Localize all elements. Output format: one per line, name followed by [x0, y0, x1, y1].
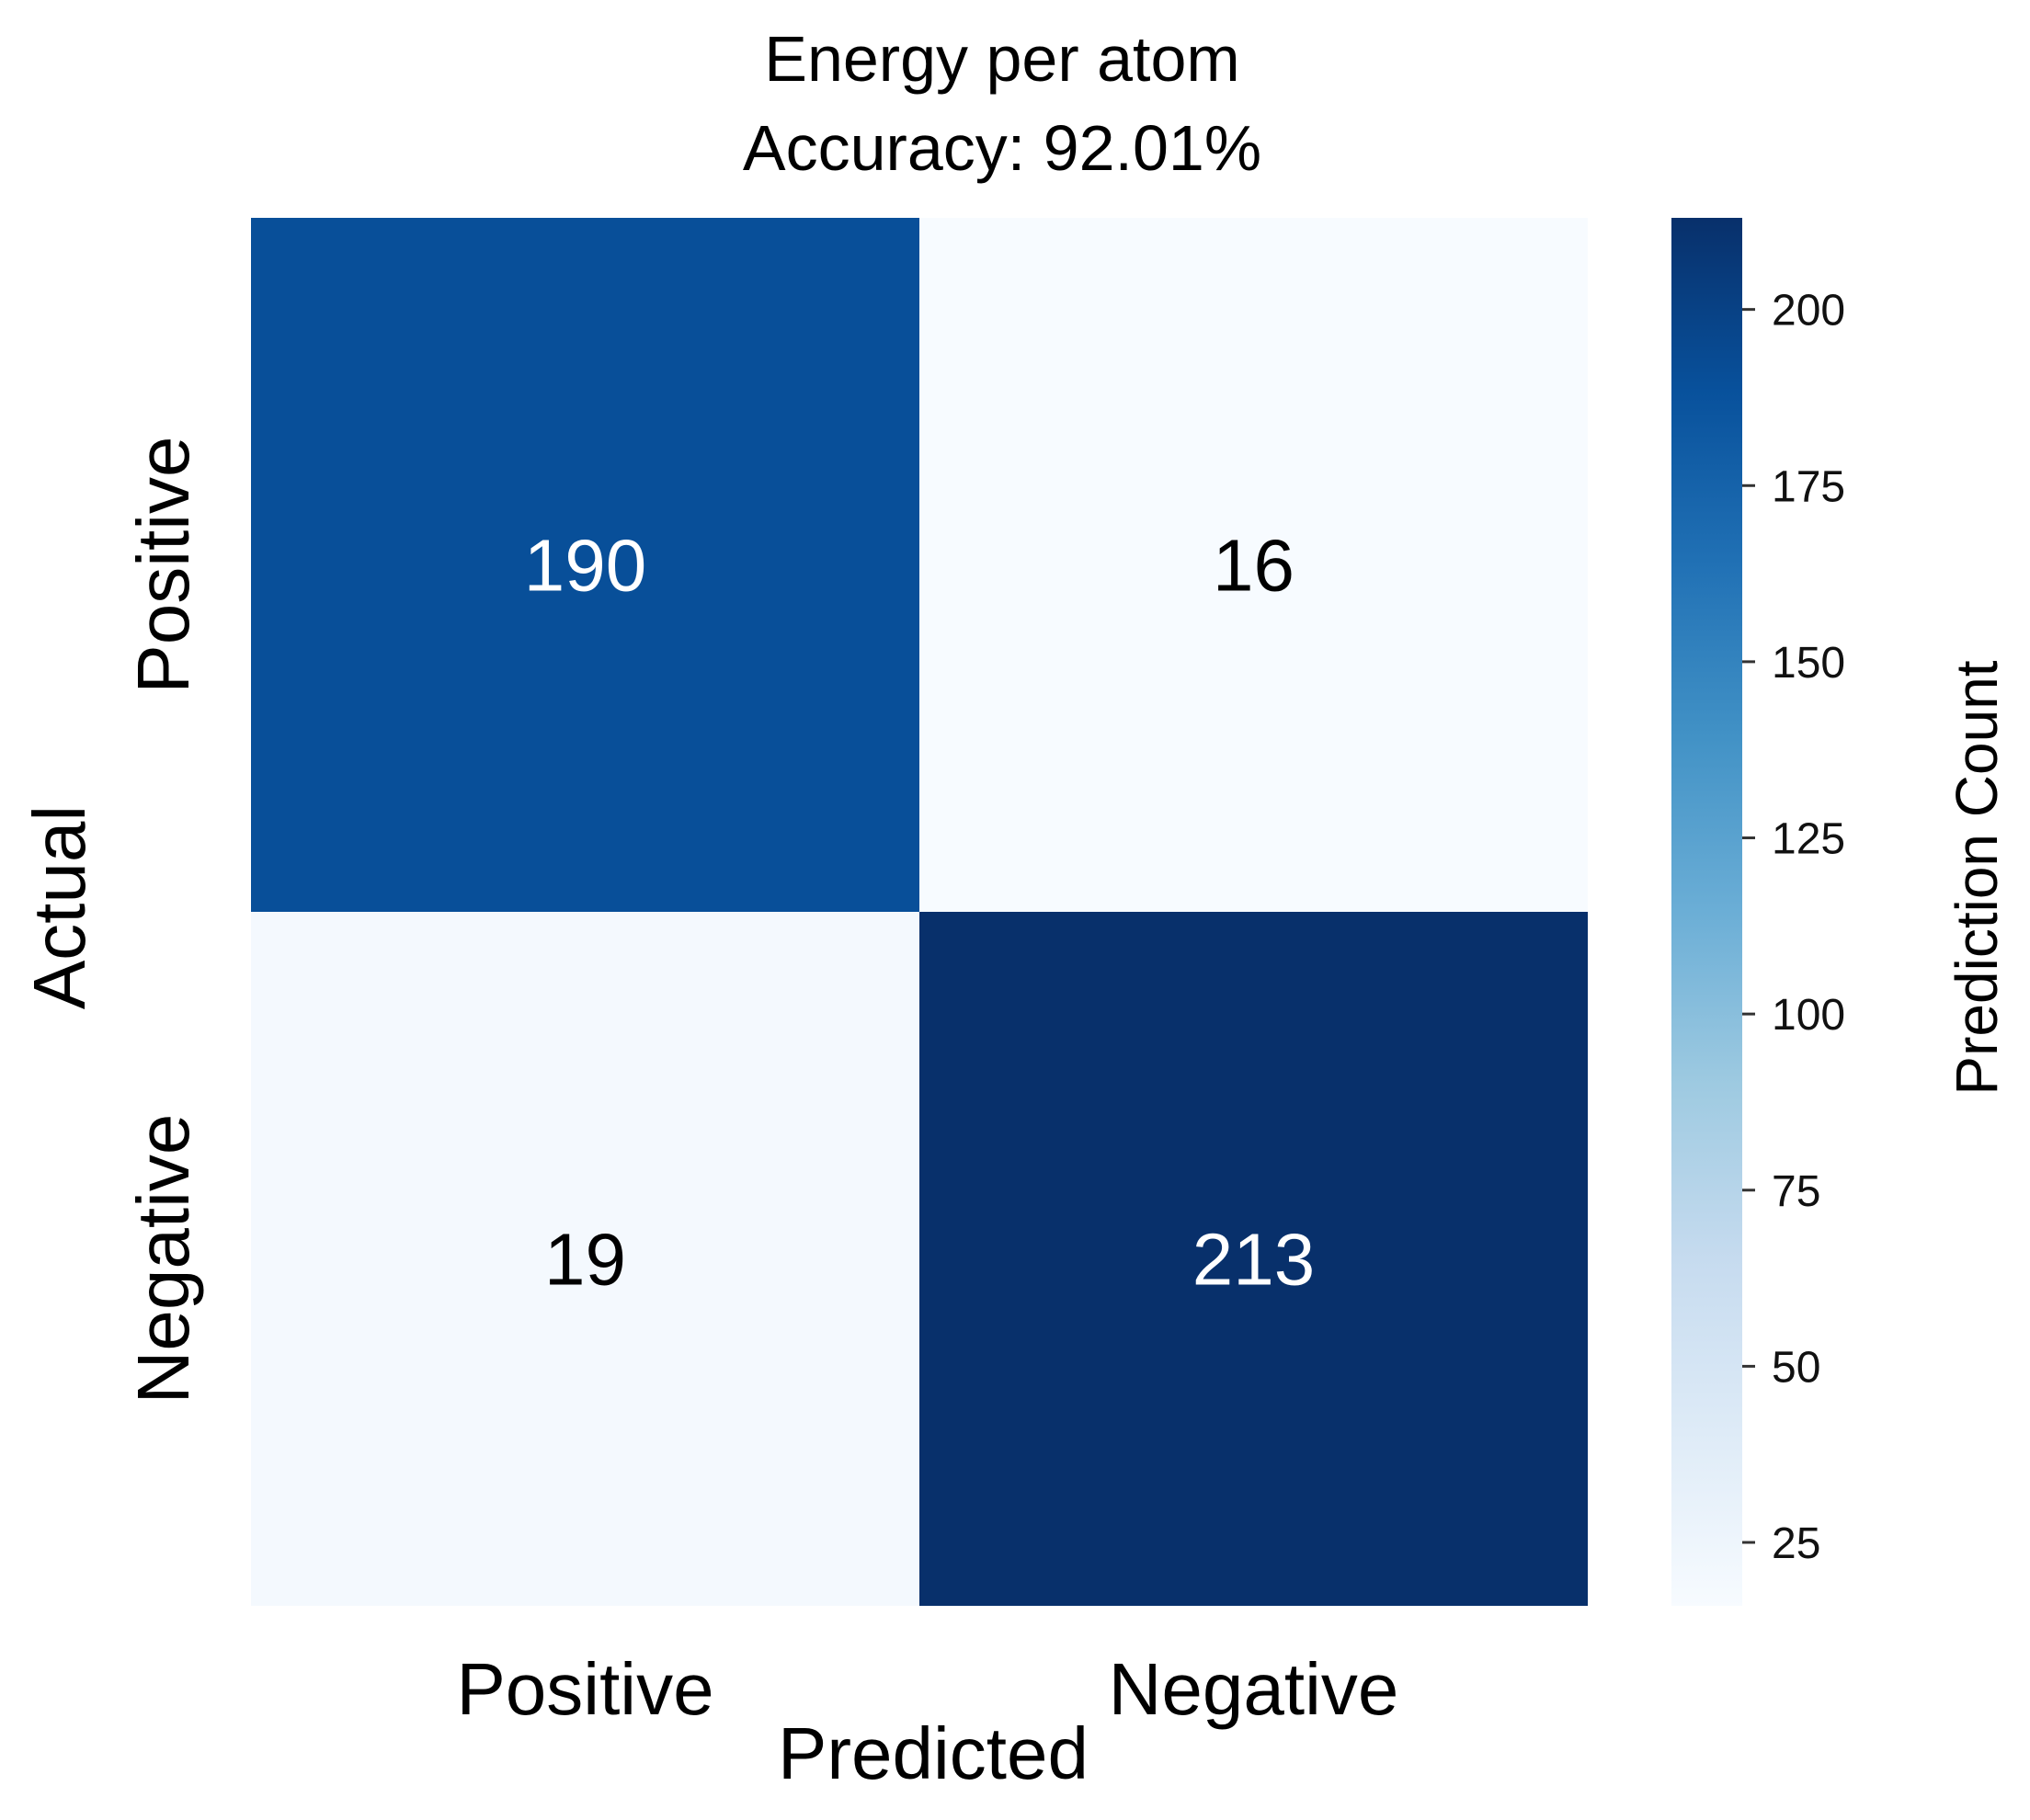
colorbar-tick-label: 25	[1772, 1519, 1820, 1568]
colorbar	[1671, 218, 1742, 1606]
x-axis-label: Predicted	[778, 1712, 1089, 1794]
chart-title: Energy per atom	[764, 23, 1239, 95]
cell-value-label: 190	[524, 525, 646, 607]
cell-value-label: 213	[1192, 1219, 1315, 1301]
colorbar-tick-label: 175	[1772, 462, 1845, 511]
colorbar-tick-label: 75	[1772, 1167, 1820, 1216]
cell-value-label: 19	[544, 1219, 626, 1301]
cell-value-label: 16	[1213, 525, 1294, 607]
heatmap-cells: 190 16 19 213	[251, 218, 1588, 1606]
colorbar-ticks: 25 50 75 100 125 150 175 200	[1742, 287, 1845, 1568]
y-tick-labels: Positive Negative	[122, 436, 204, 1404]
y-axis-label: Actual	[18, 805, 100, 1009]
colorbar-tick-label: 50	[1772, 1343, 1820, 1392]
colorbar-tick-label: 100	[1772, 991, 1845, 1040]
y-tick-label: Positive	[122, 436, 204, 693]
y-tick-label: Negative	[122, 1114, 204, 1405]
chart-subtitle: Accuracy: 92.01%	[743, 112, 1261, 184]
x-tick-label: Positive	[456, 1648, 713, 1730]
colorbar-tick-label: 200	[1772, 287, 1845, 336]
colorbar-tick-label: 125	[1772, 815, 1845, 864]
colorbar-label: Prediction Count	[1944, 660, 2010, 1095]
colorbar-tick-label: 150	[1772, 639, 1845, 688]
x-tick-label: Negative	[1109, 1648, 1399, 1730]
